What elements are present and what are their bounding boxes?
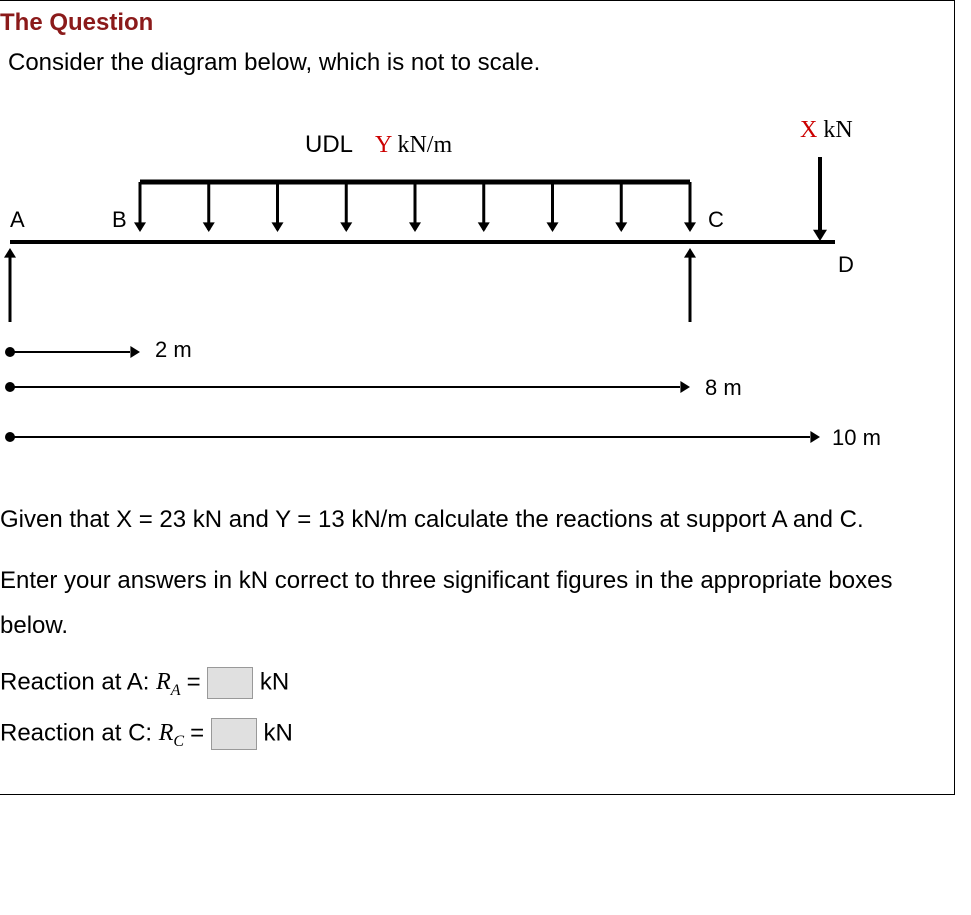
reaction-a-label: Reaction at A:: [0, 668, 149, 695]
svg-text:X kN: X kN: [800, 117, 853, 143]
svg-text:UDL: UDL: [305, 131, 353, 158]
svg-text:8 m: 8 m: [705, 375, 742, 400]
reaction-c-input[interactable]: [211, 718, 257, 750]
reaction-a-row: Reaction at A: RA = kN: [0, 667, 939, 700]
beam-diagram: A B C D UDL Y kN/m X kN 2 m 8 m 10 m: [0, 97, 920, 477]
reaction-a-unit: kN: [260, 668, 289, 695]
svg-text:10 m: 10 m: [832, 425, 881, 450]
reaction-c-label: Reaction at C:: [0, 719, 152, 746]
reaction-c-unit: kN: [263, 719, 292, 746]
svg-text:D: D: [838, 252, 854, 277]
svg-text:Y kN/m: Y kN/m: [375, 132, 452, 158]
svg-text:C: C: [708, 207, 724, 232]
question-title: The Question: [0, 9, 939, 37]
reaction-c-symbol: RC: [159, 720, 190, 746]
svg-text:A: A: [10, 207, 25, 232]
reaction-a-input[interactable]: [207, 667, 253, 699]
question-container: The Question Consider the diagram below,…: [0, 0, 955, 795]
question-prompt: Consider the diagram below, which is not…: [8, 49, 939, 77]
beam-svg: A B C D UDL Y kN/m X kN 2 m 8 m 10 m: [0, 97, 920, 477]
svg-text:B: B: [112, 207, 127, 232]
svg-text:2 m: 2 m: [155, 337, 192, 362]
reaction-c-row: Reaction at C: RC = kN: [0, 718, 939, 751]
reaction-a-symbol: RA: [156, 669, 186, 695]
given-values: Given that X = 23 kN and Y = 13 kN/m cal…: [0, 497, 939, 543]
instructions: Enter your answers in kN correct to thre…: [0, 558, 939, 649]
